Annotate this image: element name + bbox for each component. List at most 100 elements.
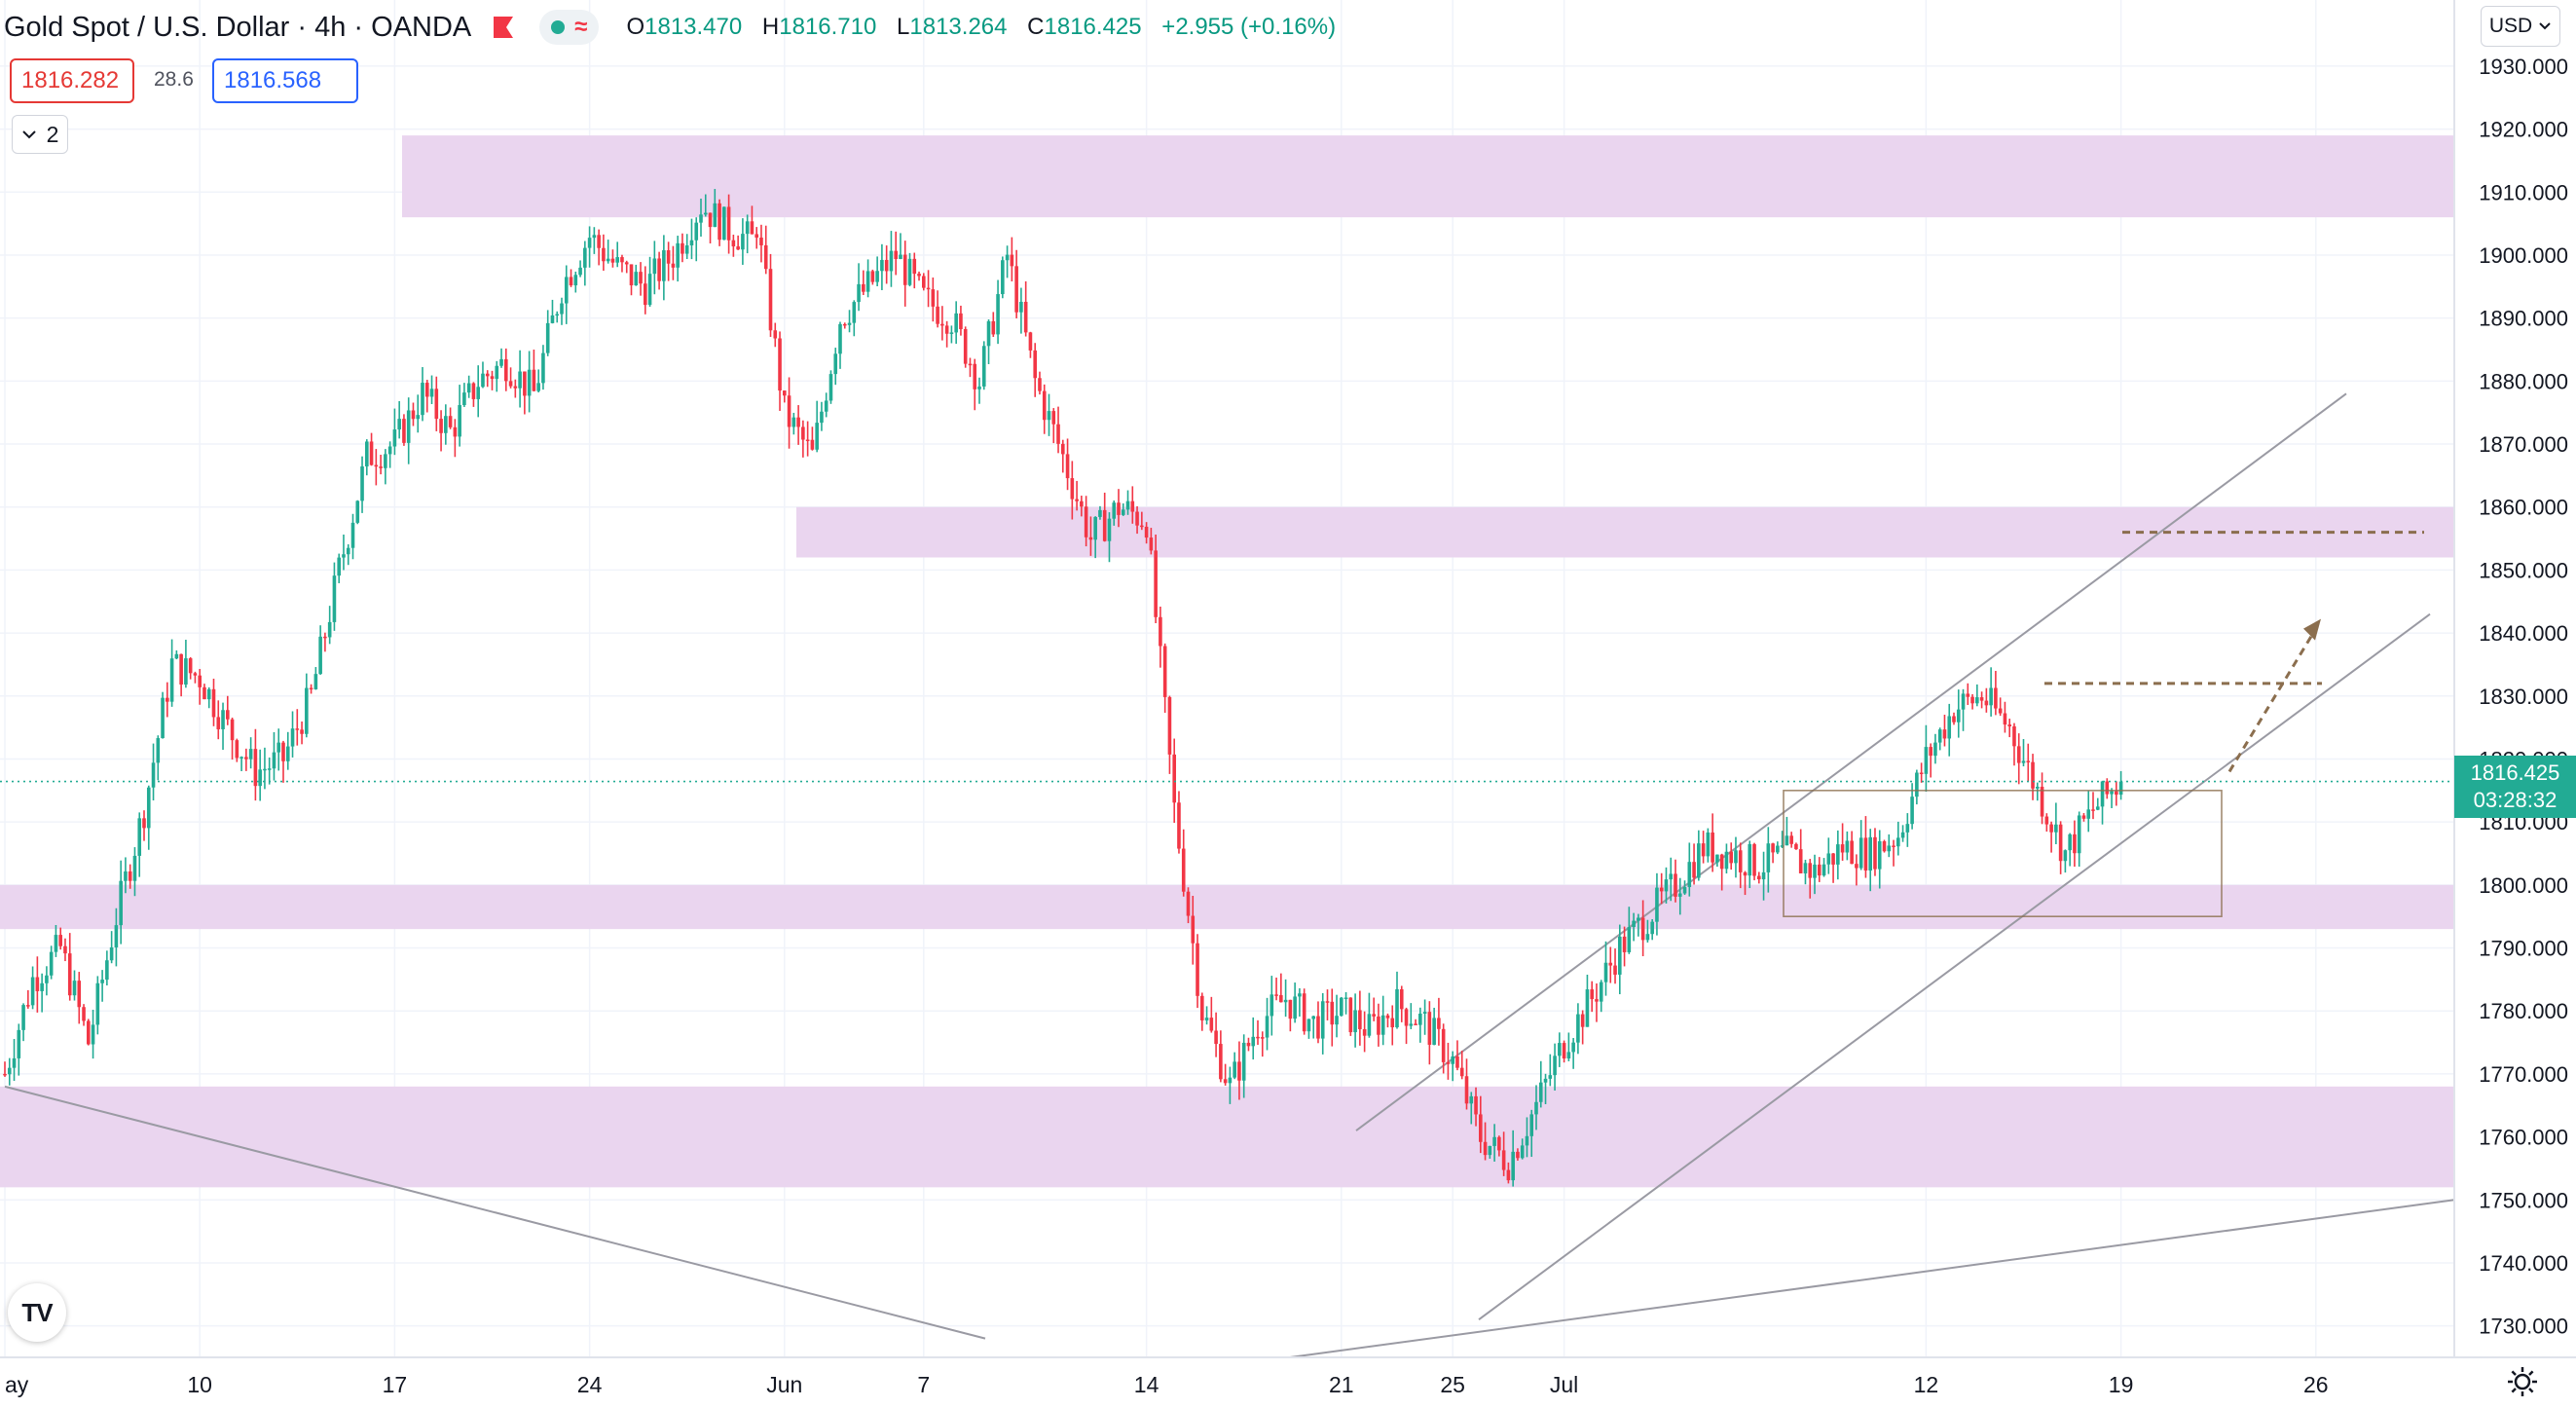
candle-body [1595,999,1599,1002]
candle-body [1437,1018,1441,1029]
candle-body [1492,1136,1496,1146]
candle-body [523,371,527,396]
trendline [1478,612,2431,1320]
ohlc-legend: O1813.470 H1816.710 L1813.264 C1816.425 … [626,14,1349,41]
gear-icon[interactable] [2504,1363,2541,1400]
candle-body [1390,1018,1395,1028]
candle-body [1200,995,1204,1020]
chevron-down-icon [2539,22,2551,30]
trendline [1355,392,2347,1131]
candle-body [1776,845,1780,853]
x-tick-label: ay [5,1372,29,1397]
candle-body [884,259,889,272]
candle-body [1529,1114,1534,1136]
candle-body [652,258,657,275]
indicator-collapse-button[interactable]: 2 [12,115,68,154]
logo-mark: TV [21,1297,53,1327]
candle-body [12,1057,17,1068]
candle-body [1209,1018,1214,1031]
current-price-value: 1816.425 [2470,760,2560,785]
candle-body [1056,424,1060,444]
candle-body [1377,1016,1380,1035]
trendline [4,1085,986,1340]
candle-body [1302,993,1306,1032]
candle-body [1047,411,1051,421]
candle-body [754,234,758,239]
candle-body [1311,1016,1315,1019]
candle-body [981,346,986,387]
y-tick-label: 1930.000 [2479,55,2568,79]
currency-select[interactable]: USD [2481,6,2560,47]
candle-body [1850,840,1854,865]
candle-body [1525,1135,1529,1146]
time-axis[interactable]: ay 10 17 24 Jun 7 14 21 25 Jul 12 19 26 [0,1356,2576,1397]
candle-body [1734,850,1738,864]
candle-body [1701,843,1706,857]
candle-body [1813,864,1817,878]
tradingview-logo-icon[interactable]: TV [8,1283,66,1342]
candle-body [169,658,174,702]
candle-body [778,338,782,391]
price-axis[interactable]: 1730.000 1740.000 1750.000 1760.000 1770.000… [2453,0,2576,1408]
candle-body [657,258,661,281]
candle-body [1177,802,1181,849]
candle-body [1645,934,1650,941]
current-price-label: 1816.425 03:28:32 [2454,756,2576,818]
candle-body [1367,1014,1372,1036]
candle-body [49,951,54,976]
candle-body [597,235,601,248]
close-label: C [1027,14,1045,40]
candle-body [2086,809,2091,819]
candle-body [1214,1030,1218,1045]
candle-body [290,728,295,747]
candle-body [263,768,267,771]
buy-button[interactable]: 1816.568 [212,58,358,103]
candle-body [82,1007,86,1021]
candle-body [1655,887,1659,922]
candle-body [387,446,392,455]
candle-body [828,374,833,401]
candle-body [1404,1009,1409,1026]
candle-body [1900,832,1905,838]
sell-button[interactable]: 1816.282 [10,58,134,103]
candle-body [1117,502,1121,515]
candle-body [1340,997,1343,1017]
candle-body [1817,864,1822,876]
candle-body [796,417,800,427]
market-status-pill[interactable]: ≈ [539,10,600,45]
x-tick-label: 26 [2303,1372,2329,1397]
support-resistance-zones [0,135,2454,1188]
candle-body [1093,516,1097,540]
candle-body [1260,1037,1265,1039]
candle-body [899,254,902,260]
red-flag-icon[interactable] [491,15,516,40]
candle-body [1306,1019,1311,1032]
candle-body [2073,834,2077,854]
candle-body [1446,1061,1451,1064]
candle-body [1251,1036,1256,1047]
candle-body [1613,965,1617,975]
y-tick-label: 1730.000 [2479,1315,2568,1339]
candle-body [2095,806,2100,810]
candle-body [87,1020,91,1045]
candle-body [1548,1075,1553,1079]
candle-body [1149,537,1154,551]
candle-body [824,400,828,412]
candle-body [1098,509,1102,517]
candle-body [3,1073,7,1076]
candle-body [610,258,615,263]
candle-body [1937,729,1942,743]
projection-arrowhead [2303,618,2321,641]
candle-body [1826,853,1831,865]
candle-body [1724,851,1729,870]
symbol-title[interactable]: Gold Spot / U.S. Dollar · 4h · OANDA [4,11,472,43]
candle-body [1855,864,1858,869]
candle-body [810,439,815,450]
candle-body [146,787,151,829]
annotations [0,531,2454,917]
candle-body [944,325,949,334]
candle-body [40,982,44,991]
candle-body [2007,724,2011,727]
candle-body [1970,696,1974,704]
